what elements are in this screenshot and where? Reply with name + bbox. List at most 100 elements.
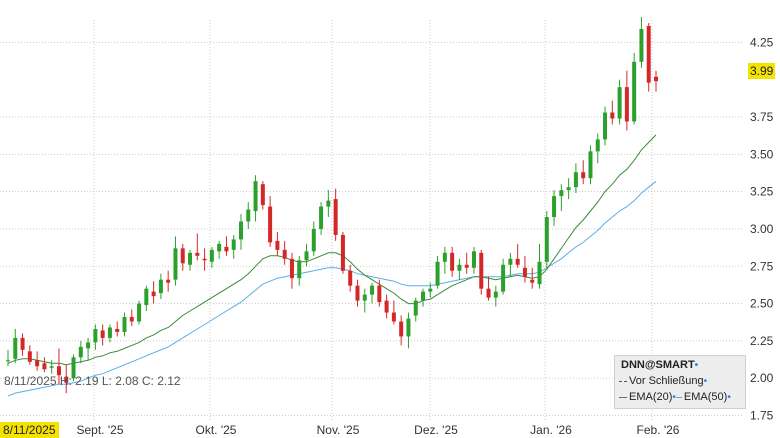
candle — [464, 252, 469, 274]
candle — [537, 243, 542, 289]
candle — [64, 364, 69, 394]
candle — [319, 202, 324, 235]
candle-body — [552, 196, 557, 218]
candle — [399, 315, 404, 346]
candle — [268, 196, 273, 247]
candle-body — [188, 252, 193, 265]
candle-body — [610, 112, 615, 119]
candle-body — [442, 252, 447, 262]
candle-body — [166, 279, 171, 283]
candle — [56, 348, 61, 385]
x-tick-label: Feb. '26 — [637, 423, 680, 437]
candle — [311, 221, 316, 256]
candle-body — [435, 261, 440, 286]
candle — [326, 190, 331, 218]
candle — [646, 22, 651, 92]
candle — [231, 234, 236, 259]
candle — [610, 100, 615, 125]
candle — [137, 300, 142, 325]
candle-body — [406, 318, 411, 337]
legend-title: DNN@SMART• — [621, 359, 698, 371]
candle-body — [530, 279, 535, 283]
candle-body — [78, 346, 83, 358]
green-line-icon — [619, 396, 627, 398]
candle-body — [93, 328, 98, 343]
candle-body — [508, 258, 513, 265]
candle-body — [450, 252, 455, 271]
start-date-marker: 8/11/2025 — [0, 422, 59, 438]
y-tick-label: 4.25 — [750, 35, 774, 49]
candle — [588, 145, 593, 185]
candle-layer — [6, 17, 658, 394]
candle-body — [129, 317, 134, 322]
candle-body — [195, 252, 200, 256]
candle-body — [268, 206, 273, 243]
candle-body — [559, 190, 564, 197]
candle-body — [537, 261, 542, 285]
candle — [238, 214, 243, 250]
candle — [406, 312, 411, 349]
y-tick-label: 1.75 — [750, 409, 774, 423]
candle-body — [399, 321, 404, 337]
candle-body — [86, 342, 91, 349]
candle-body — [304, 251, 309, 261]
current-price-marker: 3.99 — [748, 63, 776, 79]
x-tick-label: Okt. '25 — [196, 423, 237, 437]
candle — [246, 202, 251, 229]
candle-body — [486, 288, 491, 298]
candle — [377, 279, 382, 307]
candle — [49, 360, 54, 374]
legend-dot-icon: • — [672, 392, 676, 403]
candle — [471, 246, 476, 274]
y-tick-label: 2.00 — [750, 371, 774, 385]
candle-body — [49, 366, 54, 368]
candle-body — [158, 279, 163, 294]
candle-body — [603, 112, 608, 140]
legend: DNN@SMART• Vor Schließung• EMA(20)• EMA(5… — [614, 355, 746, 409]
candle — [224, 236, 229, 256]
candle-body — [326, 200, 331, 207]
candle-body — [595, 139, 600, 152]
candle-body — [238, 221, 243, 240]
candle-body — [370, 285, 375, 295]
candle — [35, 351, 40, 371]
candle — [144, 285, 149, 312]
candle — [209, 246, 214, 268]
blue-line-icon — [675, 396, 682, 398]
candle — [573, 163, 578, 194]
candle — [413, 297, 418, 322]
candle — [370, 282, 375, 304]
candle — [173, 236, 178, 286]
candle — [93, 324, 98, 350]
candle-body — [348, 270, 353, 286]
candle-body — [297, 260, 302, 279]
candle-body — [654, 76, 658, 82]
candle-body — [493, 291, 498, 298]
candle-body — [421, 291, 426, 301]
legend-ema50-label: EMA(50) — [683, 391, 728, 403]
candle — [522, 255, 527, 283]
candle — [355, 279, 360, 307]
legend-dot-icon: • — [727, 392, 731, 403]
y-tick-label: 3.50 — [750, 147, 774, 161]
candle — [180, 243, 185, 271]
candle-body — [319, 206, 324, 229]
candle — [617, 79, 622, 125]
y-tick-label: 2.25 — [750, 334, 774, 348]
candle-body — [471, 251, 476, 268]
candle-body — [632, 61, 637, 122]
candle — [166, 270, 171, 292]
candle-body — [413, 300, 418, 316]
candle — [639, 17, 644, 68]
candle-body — [479, 252, 484, 289]
candle-body — [275, 240, 280, 250]
candle-body — [457, 264, 462, 271]
candle-body — [253, 181, 258, 212]
candle-body — [115, 328, 120, 332]
candle-body — [501, 264, 506, 292]
candle — [515, 243, 520, 268]
candle-body — [224, 246, 229, 252]
candle-body — [180, 248, 185, 264]
candle-body — [246, 209, 251, 222]
candle — [202, 248, 207, 271]
